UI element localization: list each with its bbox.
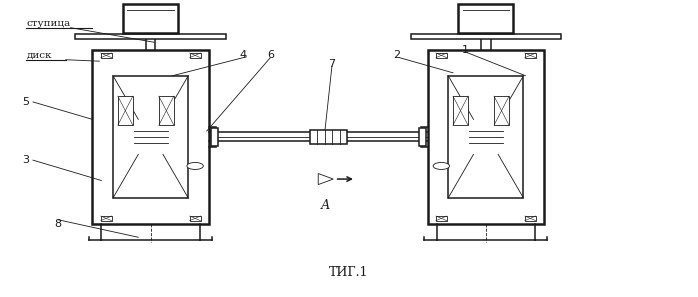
Bar	[453, 96, 468, 125]
Bar	[159, 96, 174, 125]
Bar	[113, 76, 188, 198]
Bar	[448, 76, 524, 198]
Text: 8: 8	[54, 219, 62, 229]
Text: 5: 5	[22, 97, 29, 107]
Text: 4: 4	[239, 50, 246, 60]
Bar	[310, 130, 348, 144]
Bar	[419, 128, 426, 146]
Bar	[481, 12, 491, 50]
Text: ΤИГ.1: ΤИГ.1	[329, 266, 369, 279]
Circle shape	[433, 162, 450, 170]
Bar	[436, 216, 447, 221]
Bar	[494, 96, 509, 125]
Text: 7: 7	[328, 59, 336, 69]
Bar	[124, 4, 178, 33]
Bar	[459, 4, 513, 33]
Text: 6: 6	[267, 50, 274, 60]
Text: 1: 1	[462, 45, 469, 55]
Bar	[92, 50, 209, 224]
Circle shape	[187, 162, 203, 170]
Bar	[436, 53, 447, 58]
Bar	[146, 12, 156, 50]
Bar	[101, 53, 112, 58]
Bar	[75, 34, 226, 40]
Bar	[410, 34, 561, 40]
Bar	[190, 216, 200, 221]
Bar	[428, 50, 544, 224]
Bar	[101, 216, 112, 221]
Text: диск: диск	[26, 51, 52, 60]
Text: 3: 3	[22, 155, 29, 165]
Bar	[118, 96, 133, 125]
Bar	[525, 216, 536, 221]
Bar	[190, 53, 200, 58]
Polygon shape	[318, 173, 333, 185]
Bar	[525, 53, 536, 58]
Text: А: А	[320, 199, 330, 212]
Bar	[211, 128, 218, 146]
Text: 2: 2	[393, 50, 401, 60]
Text: ступица: ступица	[26, 19, 70, 28]
